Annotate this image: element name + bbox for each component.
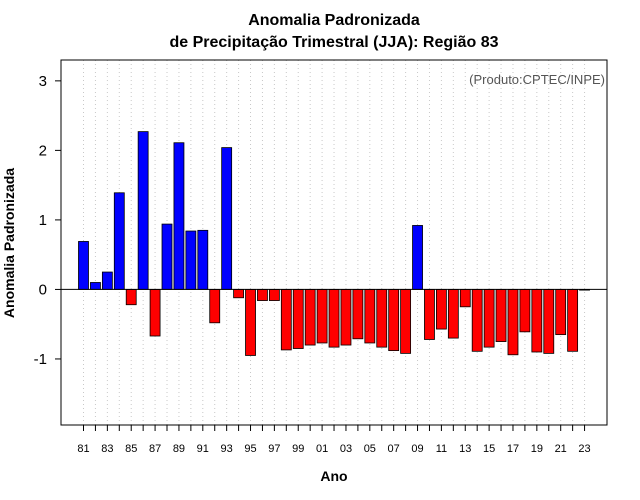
bar-2006 xyxy=(376,289,388,348)
bar-1985 xyxy=(125,289,137,306)
bar-2010 xyxy=(424,289,435,340)
bar-1981 xyxy=(78,241,89,290)
bar-1990 xyxy=(185,230,197,290)
x-tick-label: 01 xyxy=(316,443,328,455)
bar-1989 xyxy=(173,142,185,290)
bar-2022 xyxy=(567,289,579,352)
bar-2017 xyxy=(507,289,519,356)
bar-2020 xyxy=(543,289,555,354)
bar-2009 xyxy=(412,225,423,290)
bar-1998 xyxy=(280,289,292,351)
bar-2014 xyxy=(471,289,483,352)
x-tick-label: 95 xyxy=(244,443,256,455)
bar-2016 xyxy=(495,289,507,342)
bar-2019 xyxy=(531,289,543,353)
bar-2018 xyxy=(519,289,531,333)
x-tick-label: 13 xyxy=(459,443,471,455)
bar-2001 xyxy=(316,289,328,344)
x-tick-label: 21 xyxy=(555,443,567,455)
bar-2008 xyxy=(400,289,412,354)
bar-2013 xyxy=(459,289,471,308)
bar-2015 xyxy=(483,289,495,348)
x-tick-label: 17 xyxy=(507,443,519,455)
bar-2000 xyxy=(304,289,316,346)
x-tick-label: 07 xyxy=(388,443,400,455)
y-axis-label: Anomalia Padronizada xyxy=(1,168,17,318)
y-tick-label: -1 xyxy=(34,351,47,368)
bar-1993 xyxy=(221,147,233,290)
bar-1982 xyxy=(90,282,101,290)
chart-title-line-2: de Precipitação Trimestral (JJA): Região… xyxy=(169,34,498,51)
bar-1996 xyxy=(257,289,268,301)
x-tick-label: 81 xyxy=(77,443,89,455)
bar-2004 xyxy=(352,289,364,340)
x-tick-label: 05 xyxy=(364,443,376,455)
bar-1997 xyxy=(268,289,280,301)
bar-2002 xyxy=(328,289,340,348)
bar-2007 xyxy=(388,289,400,352)
bar-1984 xyxy=(113,192,125,290)
x-axis: 81 83 85 87 89 91 93 95 97 99 01 03 05 07 09 11 13 15 17 19… xyxy=(77,425,591,455)
x-tick-label: 91 xyxy=(197,443,209,455)
bars xyxy=(78,131,590,356)
bar-1991 xyxy=(197,229,209,290)
x-axis-label: Ano xyxy=(320,468,347,484)
credit-annotation: (Produto:CPTEC/INPE) xyxy=(469,72,605,87)
bar-1999 xyxy=(292,289,304,349)
x-tick-label: 89 xyxy=(173,443,185,455)
x-tick-label: 19 xyxy=(531,443,543,455)
x-tick-label: 97 xyxy=(268,443,280,455)
y-tick-label: 1 xyxy=(39,212,47,229)
bar-2021 xyxy=(555,289,567,336)
x-tick-label: 15 xyxy=(483,443,495,455)
y-axis: -1 0 1 2 3 xyxy=(34,73,61,368)
x-tick-label: 83 xyxy=(101,443,113,455)
y-tick-label: 2 xyxy=(39,142,47,159)
chart-title-line-1: Anomalia Padronizada xyxy=(248,12,420,29)
grid-lines xyxy=(83,60,586,425)
bar-1992 xyxy=(209,289,221,324)
bar-2011 xyxy=(435,289,447,330)
x-tick-label: 85 xyxy=(125,443,137,455)
x-tick-label: 03 xyxy=(340,443,352,455)
x-tick-label: 87 xyxy=(149,443,161,455)
y-tick-label: 0 xyxy=(39,281,47,298)
x-tick-label: 93 xyxy=(221,443,233,455)
bar-2005 xyxy=(364,289,376,344)
bar-2012 xyxy=(447,289,459,339)
bar-1995 xyxy=(245,289,256,356)
x-tick-label: 23 xyxy=(578,443,590,455)
bar-2003 xyxy=(340,289,352,346)
bar-1987 xyxy=(149,289,161,337)
bar-1988 xyxy=(161,223,173,290)
x-tick-label: 09 xyxy=(411,443,423,455)
x-tick-label: 99 xyxy=(292,443,304,455)
bar-1986 xyxy=(137,131,149,290)
bar-1983 xyxy=(101,271,113,290)
bar-1994 xyxy=(233,289,244,299)
y-tick-label: 3 xyxy=(39,73,47,90)
x-tick-label: 11 xyxy=(436,443,447,455)
